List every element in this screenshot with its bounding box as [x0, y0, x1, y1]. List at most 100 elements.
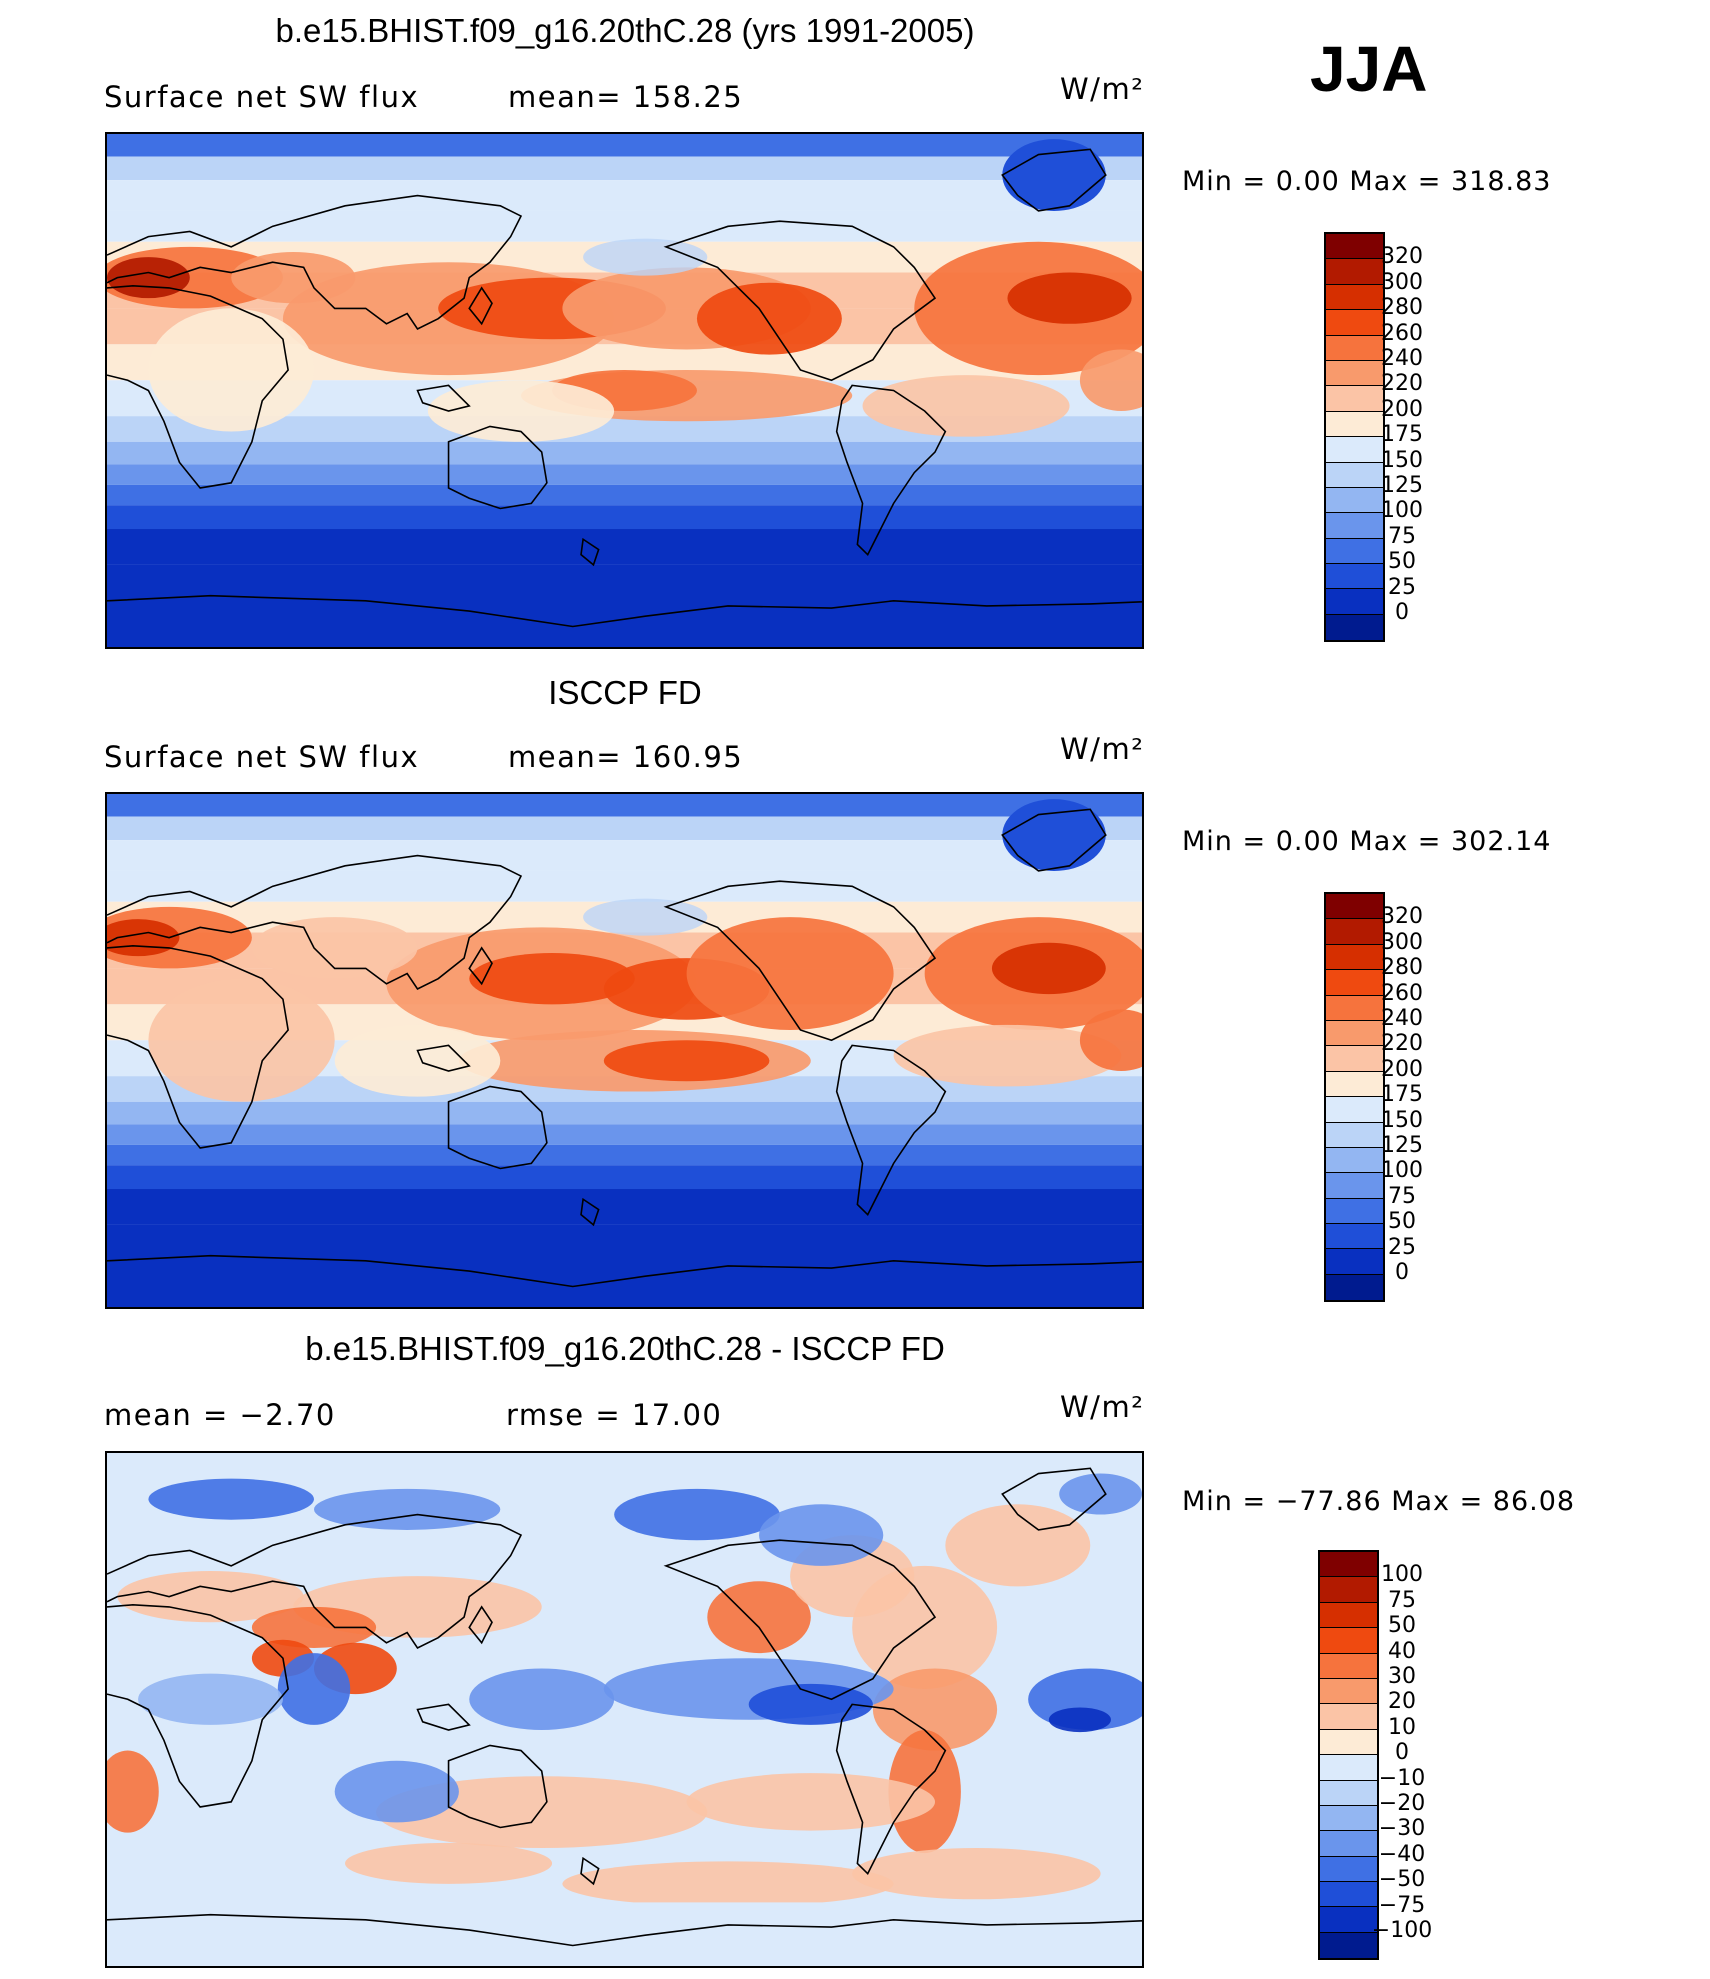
colorbar-swatch [1320, 1729, 1377, 1756]
coastline [469, 948, 492, 984]
field-band [107, 564, 1142, 647]
colorbar-swatch [1326, 284, 1383, 311]
field-band [107, 529, 1142, 565]
field-band [107, 134, 1142, 157]
field-blob [469, 953, 635, 1005]
colorbar-swatch [1320, 1907, 1377, 1933]
panel2-title: ISCCP FD [548, 674, 702, 711]
field-blob [945, 1504, 1091, 1587]
coastline [449, 1086, 547, 1168]
field-blob [1048, 1707, 1111, 1733]
coastline [666, 221, 935, 380]
colorbar-swatch [1320, 1780, 1377, 1806]
field-blob [686, 917, 894, 1030]
colorbar-swatch [1326, 259, 1383, 285]
coastline [837, 1045, 946, 1214]
field-blob [277, 1653, 351, 1725]
coastline [1002, 1468, 1106, 1530]
colorbar-swatch [1320, 1577, 1377, 1603]
coastline [107, 1605, 288, 1807]
panel3-title: b.e15.BHIST.f09_g16.20thC.28 - ISCCP FD [305, 1330, 945, 1367]
coastline [107, 596, 1142, 627]
panel1-map-svg [107, 134, 1142, 647]
colorbar-tick-label: 150 [1381, 447, 1423, 473]
colorbar-tick-label: 100 [1381, 498, 1423, 524]
panel1-map [105, 132, 1144, 649]
colorbar-swatch [1326, 360, 1383, 387]
field-band [107, 464, 1142, 485]
field-blob [1002, 139, 1106, 211]
field-blob [852, 1848, 1101, 1900]
field-band [107, 441, 1142, 465]
colorbar-tick-label: 260 [1381, 320, 1423, 346]
field-blob [231, 251, 356, 304]
colorbar-tick-label: 150 [1381, 1107, 1423, 1133]
field-blob [696, 282, 842, 355]
colorbar-swatch [1320, 1856, 1377, 1883]
colorbar-tick-label: 0 [1395, 600, 1409, 625]
coastline [107, 946, 288, 1148]
field-band [107, 840, 1142, 871]
field-blob [893, 1024, 1122, 1087]
colorbar-tick-label: 30 [1388, 1664, 1416, 1689]
colorbar-swatch [1326, 589, 1383, 615]
colorbar-swatch [1320, 1932, 1377, 1959]
colorbar-swatch [1326, 564, 1383, 590]
colorbar-swatch [1326, 1020, 1383, 1047]
panel1-variable: Surface net SW flux [104, 80, 420, 114]
coastline [107, 856, 521, 989]
coastline [449, 1745, 547, 1827]
field-blob [314, 1488, 501, 1530]
colorbar-tick-label: 100 [1381, 1158, 1423, 1184]
colorbar-swatch [1326, 411, 1383, 438]
field-blob [759, 1504, 884, 1566]
colorbar-swatch [1326, 919, 1383, 945]
colorbar-tick-label: 280 [1381, 295, 1423, 321]
colorbar-swatch [1326, 1097, 1383, 1123]
colorbar-tick-label: 100 [1381, 1562, 1423, 1588]
coastline [107, 196, 521, 329]
colorbar-tick-label: 25 [1388, 1234, 1416, 1260]
field-band [107, 180, 1142, 211]
panel3-map [105, 1451, 1144, 1968]
colorbar-tick-label: −30 [1378, 1816, 1426, 1842]
field-blob [334, 1024, 501, 1097]
field-band [107, 1101, 1142, 1125]
colorbar-tick-label: 200 [1381, 1056, 1423, 1082]
field-blob [707, 1581, 811, 1654]
colorbar-swatch [1326, 1046, 1383, 1072]
colorbar-tick-label: 0 [1395, 1740, 1409, 1766]
field-blob [427, 380, 615, 442]
field-band [107, 1165, 1142, 1190]
field-band [107, 1902, 1142, 1966]
panel3-minmax: Min = −77.86 Max = 86.08 [1182, 1486, 1576, 1517]
colorbar-tick-label: 50 [1388, 1613, 1416, 1639]
colorbar-tick-label: 0 [1395, 1260, 1409, 1285]
field-blob [614, 1488, 780, 1541]
field-blob [148, 978, 335, 1102]
colorbar-swatch [1326, 995, 1383, 1021]
panel1-colorbar [1324, 232, 1385, 643]
field-band [107, 505, 1142, 530]
panel1-mean: mean= 158.25 [508, 80, 744, 114]
colorbar-tick-label: −50 [1378, 1867, 1426, 1893]
colorbar-tick-label: 125 [1381, 1133, 1423, 1158]
field-band [107, 156, 1142, 181]
colorbar-swatch [1326, 614, 1383, 641]
colorbar-tick-label: 175 [1381, 422, 1423, 448]
field-blob [251, 1606, 377, 1648]
coastline [666, 881, 935, 1040]
field-blob [583, 898, 708, 936]
colorbar-swatch [1326, 944, 1383, 971]
field-blob [991, 942, 1106, 995]
colorbar-tick-label: 260 [1381, 980, 1423, 1006]
colorbar-tick-label: 50 [1388, 549, 1416, 575]
colorbar-swatch [1326, 1249, 1383, 1275]
panel1-title: b.e15.BHIST.f09_g16.20thC.28 (yrs 1991-2… [275, 12, 975, 49]
colorbar-swatch [1326, 1122, 1383, 1148]
colorbar-swatch [1326, 335, 1383, 361]
panel2-units: W/m² [1060, 732, 1145, 766]
colorbar-tick-label: 320 [1381, 904, 1423, 930]
colorbar-tick-label: 300 [1381, 269, 1423, 295]
coastline [469, 1607, 492, 1643]
